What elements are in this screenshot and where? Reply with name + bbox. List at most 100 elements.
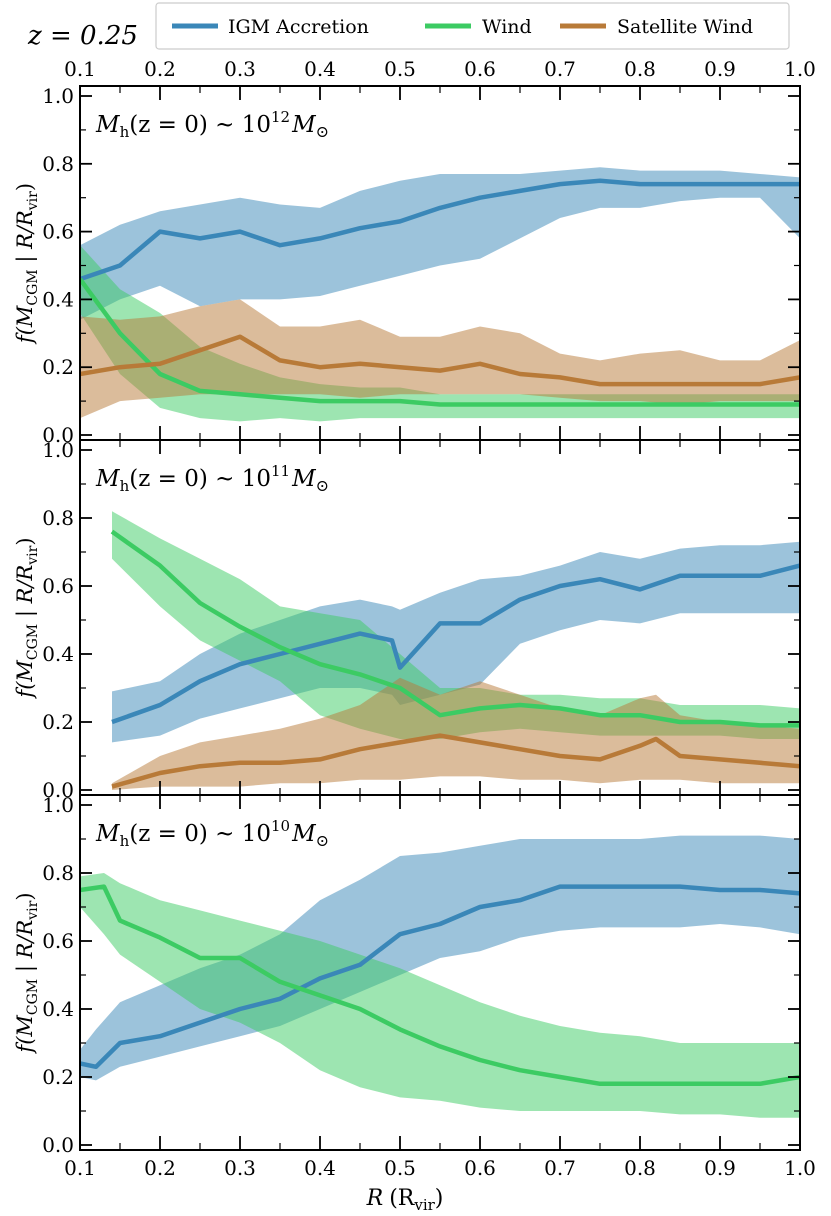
legend-frame bbox=[155, 2, 790, 50]
y-axis-label-part: f(M bbox=[13, 660, 37, 700]
x-tick-label-bottom: 0.5 bbox=[384, 1156, 416, 1180]
x-tick-label-top: 0.8 bbox=[624, 57, 656, 81]
x-tick-label-bottom: 0.4 bbox=[304, 1156, 336, 1180]
line-wind bbox=[80, 884, 800, 1087]
band-wind bbox=[112, 511, 800, 739]
panel-title-part: ⊙ bbox=[316, 476, 329, 495]
x-tick-label-top: 0.9 bbox=[704, 57, 736, 81]
band-igm-accretion bbox=[80, 167, 800, 320]
y-axis-label-part: f(M bbox=[13, 305, 37, 345]
x-tick-label-top: 0.1 bbox=[64, 57, 96, 81]
x-tick-label-bottom: 0.1 bbox=[64, 1156, 96, 1180]
x-axis-label-main: R bbox=[366, 1186, 384, 1211]
y-axis-label: f(MCGM | R/Rvir) bbox=[13, 892, 41, 1054]
line-igm-accretion bbox=[80, 884, 800, 1070]
redshift-label: z = 0.25 bbox=[27, 21, 138, 51]
panel-title-part: M bbox=[291, 112, 317, 138]
legend: IGM Accretion Wind Satellite Wind bbox=[155, 2, 790, 50]
panel-title-part: h bbox=[120, 123, 130, 141]
panel-title-part: 10 bbox=[271, 817, 290, 835]
panel-title-part: h bbox=[120, 832, 130, 850]
plot-area-2 bbox=[110, 511, 800, 790]
line-satellite-wind bbox=[111, 733, 800, 789]
y-tick-label: 0.0 bbox=[42, 423, 74, 447]
band-satellite-wind bbox=[80, 299, 800, 419]
y-axis-label-part: | R/R bbox=[13, 565, 38, 624]
x-axis-label-close: ) bbox=[435, 1186, 444, 1211]
panel-title: Mh(z = 0) ~ 1012M⊙ bbox=[95, 108, 329, 141]
y-tick-label: 0.6 bbox=[42, 220, 74, 244]
line-satellite-wind bbox=[80, 334, 800, 387]
x-tick-label-bottom: 1.0 bbox=[784, 1156, 816, 1180]
panel-3: 0.0 0.2 0.4 0.6 0.8 1.0 0.1 0.2 0.3 0.4 0.5 0.6 0.7 0… bbox=[13, 793, 816, 1180]
y-tick-label: 1.0 bbox=[42, 84, 74, 108]
y-tick-label: 0.8 bbox=[42, 861, 74, 885]
panel-title-part: 12 bbox=[271, 108, 290, 126]
y-axis-label-part: vir bbox=[25, 191, 41, 211]
x-tick-label-top: 0.3 bbox=[224, 57, 256, 81]
plot-area-1 bbox=[80, 167, 800, 422]
panel-title-part: (z = 0) ~ 10 bbox=[129, 821, 271, 847]
x-axis-label-unit-sub: vir bbox=[413, 1196, 435, 1214]
x-tick-label-bottom: 0.9 bbox=[704, 1156, 736, 1180]
y-axis-label: f(MCGM | R/Rvir) bbox=[13, 537, 41, 699]
x-tick-label-bottom: 0.8 bbox=[624, 1156, 656, 1180]
panel-title: Mh(z = 0) ~ 1010M⊙ bbox=[95, 817, 329, 850]
y-tick-label: 0.8 bbox=[42, 506, 74, 530]
line-wind bbox=[80, 277, 800, 407]
y-tick-label: 0.4 bbox=[42, 287, 74, 311]
panel-title: Mh(z = 0) ~ 1011M⊙ bbox=[95, 462, 329, 495]
panel-title-part: (z = 0) ~ 10 bbox=[129, 466, 271, 492]
panel-title-part: ⊙ bbox=[316, 122, 329, 141]
x-axis-label: R (Rvir) bbox=[366, 1186, 444, 1214]
y-axis-label-part: | R/R bbox=[13, 210, 38, 269]
y-axis-label-part: CGM bbox=[25, 979, 41, 1015]
x-tick-label-bottom: 0.2 bbox=[144, 1156, 176, 1180]
panel-title-part: (z = 0) ~ 10 bbox=[129, 112, 271, 138]
panel-title-part: M bbox=[291, 466, 317, 492]
x-tick-label-top: 0.4 bbox=[304, 57, 336, 81]
y-axis-label-part: CGM bbox=[25, 269, 41, 305]
y-axis-label-part: vir bbox=[25, 545, 41, 565]
y-axis-label-part: f(M bbox=[13, 1015, 37, 1055]
line-wind bbox=[110, 529, 800, 728]
y-tick-label: 0.0 bbox=[42, 1133, 74, 1157]
band-igm-accretion bbox=[112, 541, 800, 743]
y-axis-label-part: vir bbox=[25, 900, 41, 920]
panels-group: 0.0 0.2 0.4 0.6 0.8 1.0 0.1 0.2 0.3 0.4 0.5 0.6 0.7 0… bbox=[13, 57, 816, 1180]
band-wind bbox=[80, 873, 800, 1118]
panel-title-part: M bbox=[95, 466, 121, 492]
panel-title-part: M bbox=[291, 821, 317, 847]
x-tick-label-bottom: 0.3 bbox=[224, 1156, 256, 1180]
y-axis-label-part: ) bbox=[13, 892, 37, 900]
legend-label-satellite: Satellite Wind bbox=[617, 16, 753, 38]
y-axis-label-part: CGM bbox=[25, 624, 41, 660]
panel-2: 0.0 0.2 0.4 0.6 0.8 1.0 Mh(z = 0) ~ 1011M⊙ f(MC… bbox=[13, 438, 801, 802]
y-tick-label: 1.0 bbox=[42, 793, 74, 817]
y-axis-label-part: ) bbox=[13, 183, 37, 191]
panel-title-part: h bbox=[120, 477, 130, 495]
y-tick-label: 0.6 bbox=[42, 574, 74, 598]
y-tick-label: 0.0 bbox=[42, 778, 74, 802]
x-tick-label-bottom: 0.7 bbox=[544, 1156, 576, 1180]
panel-title-part: ⊙ bbox=[316, 831, 329, 850]
plot-area-3 bbox=[80, 835, 800, 1118]
y-tick-label: 0.4 bbox=[42, 642, 74, 666]
panel-title-part: M bbox=[95, 112, 121, 138]
x-tick-label-top: 0.6 bbox=[464, 57, 496, 81]
panel-title-part: M bbox=[95, 821, 121, 847]
y-tick-label: 0.8 bbox=[42, 152, 74, 176]
y-tick-label: 1.0 bbox=[42, 438, 74, 462]
x-tick-label-top: 0.7 bbox=[544, 57, 576, 81]
y-axis-label: f(MCGM | R/Rvir) bbox=[13, 183, 41, 345]
y-tick-label: 0.4 bbox=[42, 997, 74, 1021]
y-tick-label: 0.2 bbox=[42, 710, 74, 734]
y-axis-label-part: | R/R bbox=[13, 920, 38, 979]
x-axis-label-unit: (R bbox=[389, 1186, 416, 1211]
legend-label-igm: IGM Accretion bbox=[228, 16, 369, 38]
x-tick-label-top: 0.2 bbox=[144, 57, 176, 81]
y-tick-label: 0.6 bbox=[42, 929, 74, 953]
legend-label-wind: Wind bbox=[482, 16, 532, 38]
x-tick-label-top: 0.5 bbox=[384, 57, 416, 81]
